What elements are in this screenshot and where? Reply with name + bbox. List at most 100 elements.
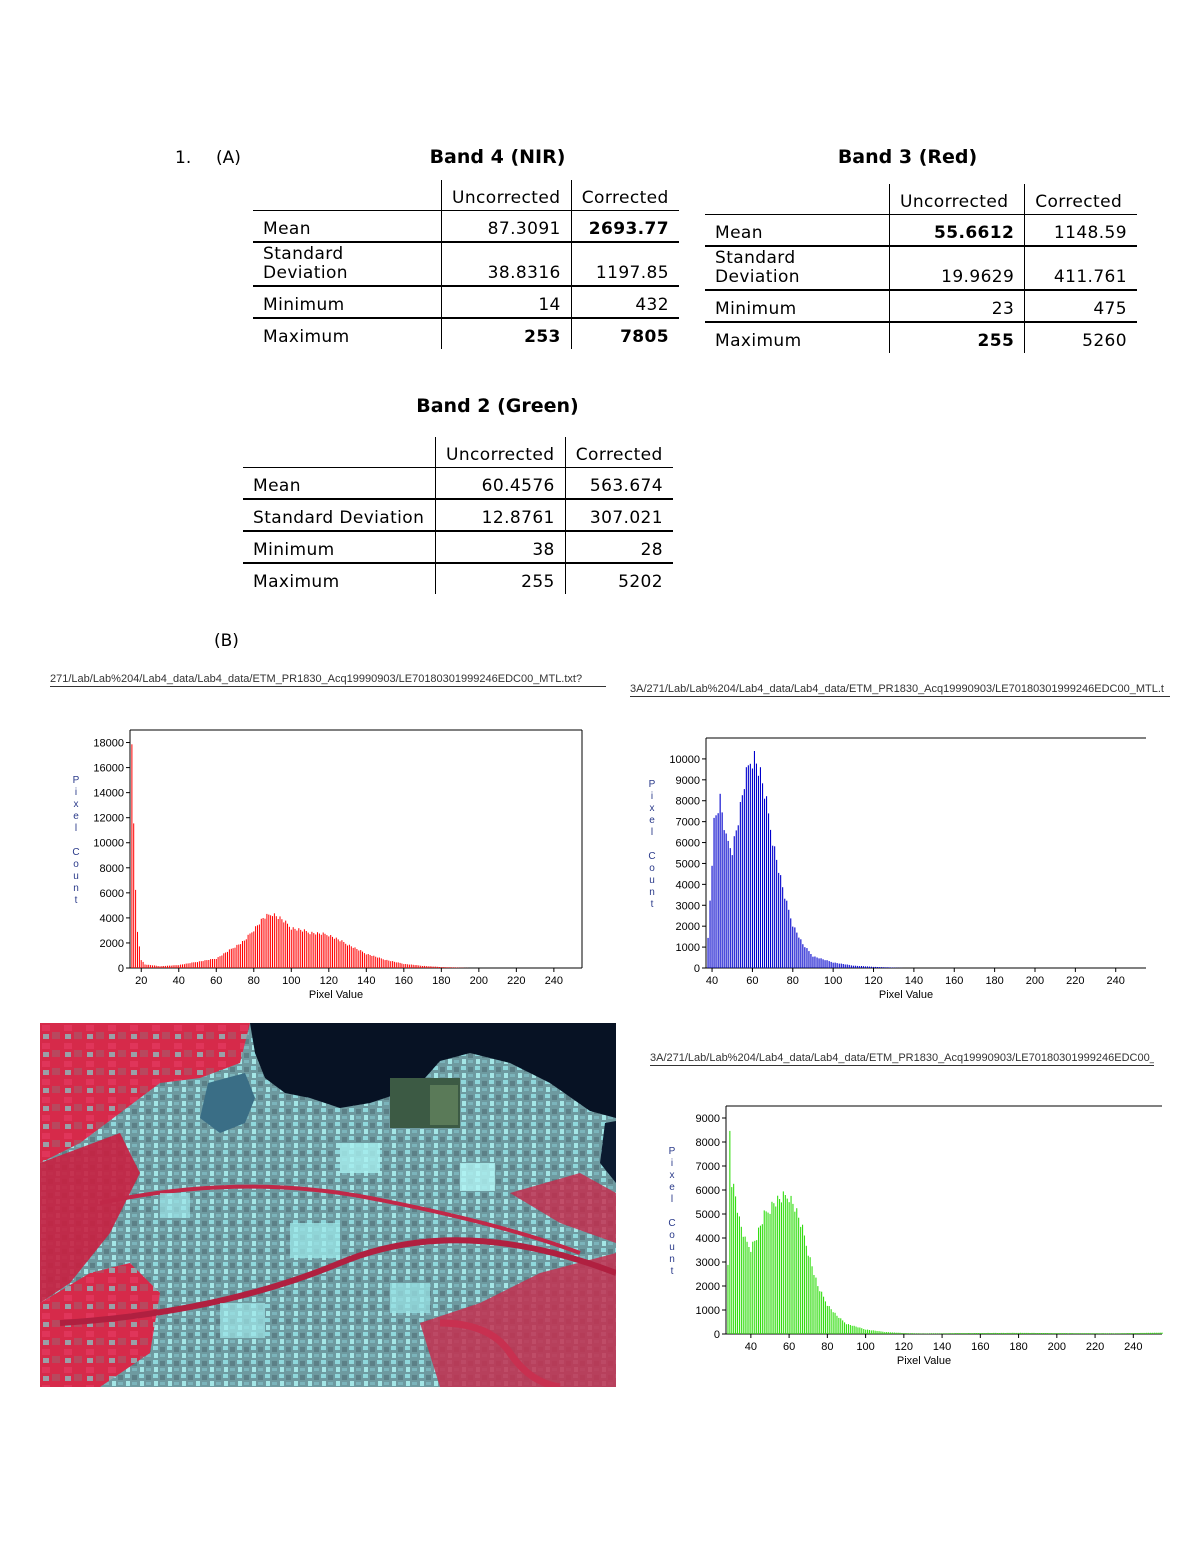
x-tick-label: 200 (1048, 1341, 1066, 1353)
histogram-bar (330, 935, 332, 968)
histogram-bar (1109, 1333, 1111, 1334)
histogram-bar (822, 959, 824, 968)
histogram-bar (152, 965, 153, 968)
histogram-bar (761, 1224, 763, 1334)
histogram-bar (882, 1331, 884, 1334)
histogram-bar (1060, 1333, 1062, 1334)
x-tick-label: 40 (706, 975, 718, 987)
histogram-bar (1086, 1333, 1088, 1334)
histogram-bar (238, 944, 240, 968)
blue-histogram-chart: 0 1000 2000 3000 4000 5000 6000 7000 8000 9000 100… (648, 737, 1146, 1001)
histogram-bar (1142, 1332, 1144, 1334)
x-axis-label: Pixel Value (897, 1355, 951, 1367)
histogram-bar (309, 934, 311, 968)
y-tick-label: 7000 (676, 817, 700, 829)
histogram-bar (879, 967, 881, 968)
histogram-bar (300, 929, 302, 968)
histogram-bar (272, 916, 273, 968)
histogram-bar (288, 926, 290, 968)
histogram-bar (307, 932, 309, 968)
histogram-bar (1140, 1332, 1142, 1334)
histogram-bar (354, 947, 356, 968)
histogram-bar (820, 958, 822, 968)
y-tick-label: 6000 (696, 1185, 720, 1197)
histogram-bar (418, 965, 420, 968)
histogram-bar (864, 966, 866, 968)
histogram-bar (989, 1333, 991, 1334)
histogram-bar (851, 1325, 853, 1334)
histogram-bar (756, 1240, 758, 1334)
histogram-bar (363, 953, 365, 968)
histogram-bar (721, 812, 723, 968)
histogram-bar (747, 765, 749, 968)
histogram-bar (889, 1332, 891, 1334)
histogram-bar (1044, 1333, 1046, 1334)
red-histogram-path: 271/Lab/Lab%204/Lab4_data/Lab4_data/ETM_… (50, 673, 606, 687)
column-header-uncorrected: Uncorrected (441, 180, 572, 211)
histogram-bar (352, 947, 354, 968)
histogram-bar (981, 1333, 983, 1334)
histogram-bar (1117, 1333, 1119, 1334)
histogram-bar (1146, 1332, 1148, 1334)
histogram-bar (178, 965, 180, 968)
histogram-bar (850, 965, 852, 968)
histogram-bar (1102, 1333, 1104, 1334)
histogram-bar (725, 833, 727, 968)
histogram-bar (865, 1329, 867, 1334)
histogram-bar (766, 796, 768, 968)
histogram-bar (840, 963, 842, 968)
histogram-bar (1161, 1332, 1163, 1334)
histogram-bar (388, 960, 390, 968)
histogram-bar (1065, 1333, 1067, 1334)
histogram-bar (298, 928, 300, 968)
table-row: Minimum 14 432 (253, 286, 679, 319)
histogram-bar (874, 1330, 876, 1334)
histogram-bar (296, 930, 298, 968)
column-header-corrected: Corrected (564, 437, 673, 468)
histogram-bar (788, 909, 790, 968)
histogram-bar (386, 959, 388, 968)
histogram-bar (891, 967, 893, 968)
x-tick-label: 140 (905, 975, 923, 987)
histogram-bar (941, 1333, 943, 1334)
histogram-bar (774, 846, 776, 968)
histogram-bar (1092, 1333, 1094, 1334)
histogram-bar (771, 1201, 773, 1334)
x-tick-label: 160 (395, 975, 413, 987)
y-tick-label: 4000 (100, 913, 124, 925)
histogram-bar (863, 1329, 865, 1334)
histogram-bar (425, 966, 427, 968)
histogram-bar (437, 966, 439, 968)
histogram-bar (804, 947, 806, 968)
histogram-bar (165, 965, 167, 968)
histogram-bar (148, 964, 150, 968)
y-tick-label: 3000 (696, 1257, 720, 1269)
histogram-bar (1107, 1333, 1109, 1334)
histogram-bar (796, 932, 798, 968)
histogram-bar (377, 957, 379, 968)
histogram-bar (752, 1241, 754, 1334)
histogram-bar (262, 918, 264, 968)
histogram-bar (347, 945, 348, 968)
histogram-bar (742, 1236, 744, 1334)
histogram-bar (1119, 1333, 1121, 1334)
histogram-bar (257, 925, 258, 968)
y-tick-label: 18000 (93, 738, 124, 750)
histogram-bar (397, 962, 399, 968)
histogram-bar (416, 965, 418, 968)
histogram-bar (1054, 1333, 1056, 1334)
column-header-corrected: Corrected (570, 180, 679, 211)
histogram-bar (867, 1329, 869, 1334)
histogram-bar (140, 960, 142, 968)
histogram-bar (302, 931, 303, 968)
histogram-bar (836, 1315, 838, 1334)
histogram-bar (883, 967, 885, 968)
histogram-bar (769, 1213, 771, 1334)
histogram-bar (875, 966, 877, 968)
histogram-bar (800, 939, 802, 968)
histogram-bar (1048, 1333, 1050, 1334)
histogram-bar (995, 1332, 997, 1334)
y-tick-label: 0 (694, 963, 700, 975)
histogram-bar (242, 941, 243, 968)
x-tick-label: 80 (787, 975, 799, 987)
